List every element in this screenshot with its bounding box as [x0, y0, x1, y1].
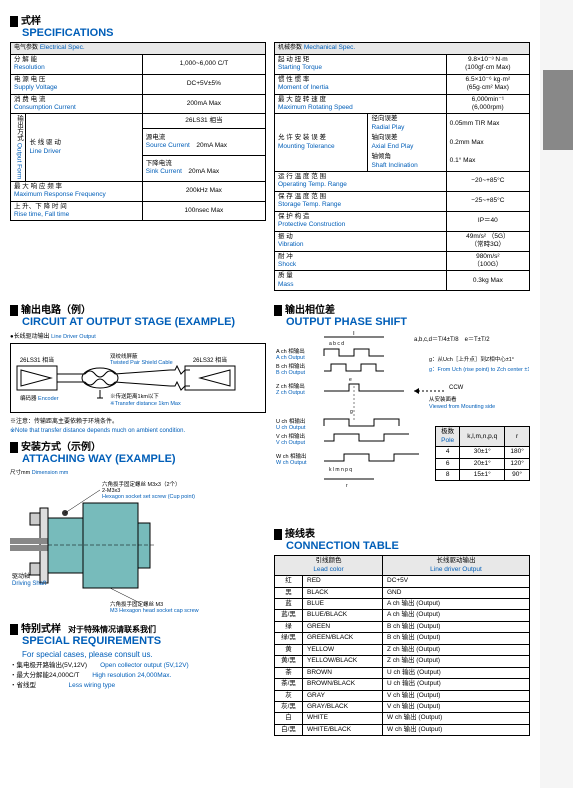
- svg-text:g：从Uch［上升点］到Z相中心±1°: g：从Uch［上升点］到Z相中心±1°: [429, 355, 514, 363]
- conn-row: 红REDDC+5V: [275, 576, 530, 587]
- specs-title: 式样 SPECIFICATIONS: [10, 12, 530, 39]
- conn-row: 蓝/黑BLUE/BLACKA ch 输出 (Output): [275, 610, 530, 621]
- svg-text:V ch 相输出: V ch 相输出: [276, 432, 305, 440]
- svg-text:Viewed from Mounting side: Viewed from Mounting side: [429, 404, 495, 410]
- attach-diagram: 六角扳手固定螺丝 M3x3（2个） 2-M3x3 Hexagon socket …: [10, 478, 266, 618]
- svg-text:Z ch Output: Z ch Output: [276, 390, 305, 396]
- svg-text:V ch Output: V ch Output: [276, 440, 306, 446]
- svg-text:g：From Uch (rise point) to Zch: g：From Uch (rise point) to Zch center ±1…: [429, 367, 529, 373]
- special-list: For special cases, please consult us. ・集…: [10, 650, 266, 689]
- circuit-diagram: 26LS31 相当 双绞线屏蔽 Twisted Pair Shield Cabl…: [10, 343, 266, 413]
- svg-text:※传送距离1km以下: ※传送距离1km以下: [110, 392, 159, 400]
- side-tab: [543, 70, 573, 150]
- conn-row: 绿/黑GREEN/BLACKB ch 输出 (Output): [275, 633, 530, 644]
- svg-text:a b c d: a b c d: [329, 341, 344, 347]
- svg-text:CCW: CCW: [449, 385, 464, 391]
- connection-table: 引线颜色Lead color 长线驱动输出Line driver Output …: [274, 555, 530, 736]
- svg-text:W ch Output: W ch Output: [276, 460, 307, 466]
- conn-row: 绿GREENB ch 输出 (Output): [275, 621, 530, 632]
- svg-text:M3 Hexagon head socket cap scr: M3 Hexagon head socket cap screw: [110, 608, 199, 614]
- svg-text:驱动轴: 驱动轴: [12, 572, 30, 580]
- pole-table: 极数Polek,l,m,n,p,qr 430±1°180° 620±1°120°…: [435, 426, 530, 481]
- svg-text:Hexagon socket set screw (Cup: Hexagon socket set screw (Cup point): [102, 494, 195, 500]
- svg-text:Z ch 相输出: Z ch 相输出: [276, 382, 305, 390]
- svg-text:从安装面看: 从安装面看: [429, 395, 457, 403]
- svg-text:k l m n p q: k l m n p q: [329, 467, 352, 473]
- svg-text:U ch Output: U ch Output: [276, 425, 306, 431]
- conn-row: 茶BROWNU ch 输出 (Output): [275, 667, 530, 678]
- conn-title: 接线表 CONNECTION TABLE: [274, 525, 530, 552]
- svg-text:r: r: [346, 483, 348, 489]
- svg-text:A ch 相输出: A ch 相输出: [276, 347, 305, 355]
- circuit-title: 输出电路（例） CIRCUIT AT OUTPUT STAGE (EXAMPLE…: [10, 301, 266, 328]
- attach-title: 安装方式（示例） ATTACHING WAY (EXAMPLE): [10, 438, 266, 465]
- conn-row: 黄/黑YELLOW/BLACKZ ch 输出 (Output): [275, 656, 530, 667]
- svg-text:U ch 相输出: U ch 相输出: [276, 417, 305, 425]
- svg-text:B ch Output: B ch Output: [276, 370, 306, 376]
- page: 式样 SPECIFICATIONS 电气参数 Electrical Spec. …: [0, 0, 540, 788]
- svg-text:g: g: [350, 409, 353, 415]
- svg-text:T: T: [352, 331, 356, 337]
- svg-text:e: e: [349, 377, 352, 383]
- special-title: 特别式样 对于特殊情况请联系我们 SPECIAL REQUIREMENTS: [10, 620, 266, 647]
- svg-text:六角扳手固定螺丝 M3: 六角扳手固定螺丝 M3: [110, 600, 163, 608]
- elec-spec-table: 电气参数 Electrical Spec. 分 解 能Resolution1,0…: [10, 42, 266, 221]
- svg-text:A ch Output: A ch Output: [276, 355, 305, 361]
- conn-row: 黄YELLOWZ ch 输出 (Output): [275, 644, 530, 655]
- svg-text:26LS31 相当: 26LS31 相当: [20, 356, 54, 364]
- svg-text:a,b,c,d＝T/4±T/8 e＝T±T/2: a,b,c,d＝T/4±T/8 e＝T±T/2: [414, 337, 490, 343]
- conn-row: 蓝BLUEA ch 输出 (Output): [275, 599, 530, 610]
- conn-row: 白WHITEW ch 输出 (Output): [275, 713, 530, 724]
- conn-row: 黑BLACKGND: [275, 587, 530, 598]
- mech-spec-table: 机械参数 Mechanical Spec. 起 动 扭 矩Starting To…: [274, 42, 530, 291]
- conn-row: 灰GRAYV ch 输出 (Output): [275, 690, 530, 701]
- conn-row: 茶/黑BROWN/BLACKU ch 输出 (Output): [275, 679, 530, 690]
- conn-row: 白/黑WHITE/BLACKW ch 输出 (Output): [275, 724, 530, 735]
- svg-text:B ch 相输出: B ch 相输出: [276, 362, 305, 370]
- svg-text:Driving Shaft: Driving Shaft: [12, 581, 47, 587]
- svg-text:六角扳手固定螺丝 M3x3（2个）: 六角扳手固定螺丝 M3x3（2个）: [102, 480, 181, 488]
- svg-text:※Transfer distance 1km Max: ※Transfer distance 1km Max: [110, 400, 181, 407]
- svg-text:26LS32 相当: 26LS32 相当: [193, 356, 227, 364]
- svg-text:编码器 Encoder: 编码器 Encoder: [20, 394, 59, 402]
- svg-text:W ch 相输出: W ch 相输出: [276, 452, 307, 460]
- specs-tables: 电气参数 Electrical Spec. 分 解 能Resolution1,0…: [10, 42, 530, 291]
- svg-text:Twisted Pair Shield Cable: Twisted Pair Shield Cable: [110, 360, 173, 366]
- conn-row: 灰/黑GRAY/BLACKV ch 输出 (Output): [275, 701, 530, 712]
- phase-title: 输出相位差 OUTPUT PHASE SHIFT: [274, 301, 530, 328]
- circuit-note-en: ※Note that transfer distance depends muc…: [10, 427, 266, 434]
- circuit-note-cn: ※注意：传输距离主要依赖于环境条件。: [10, 416, 266, 425]
- phase-diagram: T a b c d a,b,c,d＝T/4±T/8 e＝T±T/2 A ch 相…: [274, 331, 530, 521]
- svg-text:双绞线屏蔽: 双绞线屏蔽: [110, 352, 138, 360]
